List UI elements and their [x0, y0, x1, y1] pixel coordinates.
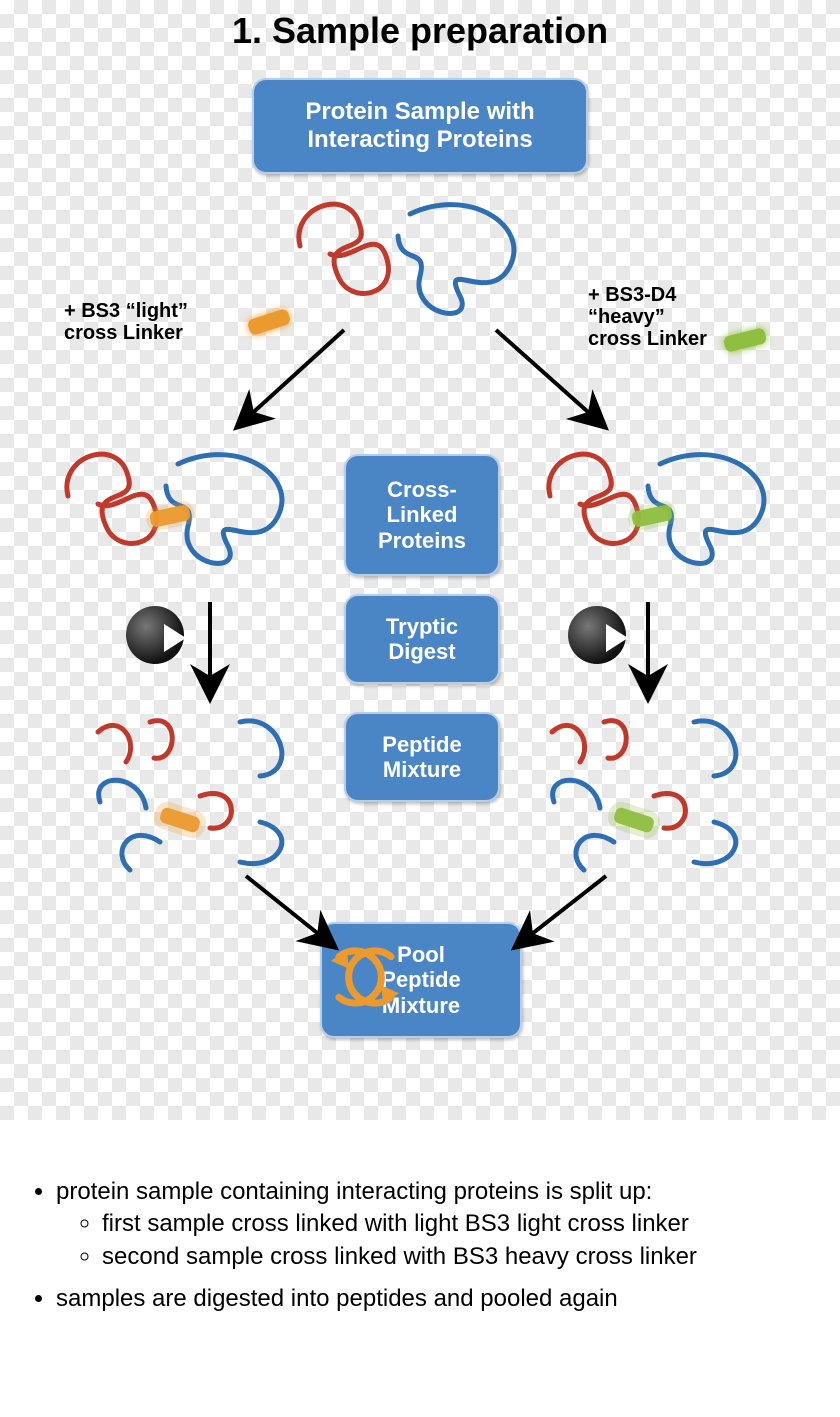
bullet-item: protein sample containing interacting pr…: [56, 1176, 820, 1273]
bullet-item: second sample cross linked with BS3 heav…: [102, 1241, 820, 1273]
diagram-svg: [0, 0, 840, 1120]
bullet-item: first sample cross linked with light BS3…: [102, 1208, 820, 1240]
bullet-item: samples are digested into peptides and p…: [56, 1283, 820, 1315]
bullet-list: protein sample containing interacting pr…: [30, 1176, 820, 1326]
diagram-layer: 1. Sample preparation Protein Sample wit…: [0, 0, 840, 1417]
